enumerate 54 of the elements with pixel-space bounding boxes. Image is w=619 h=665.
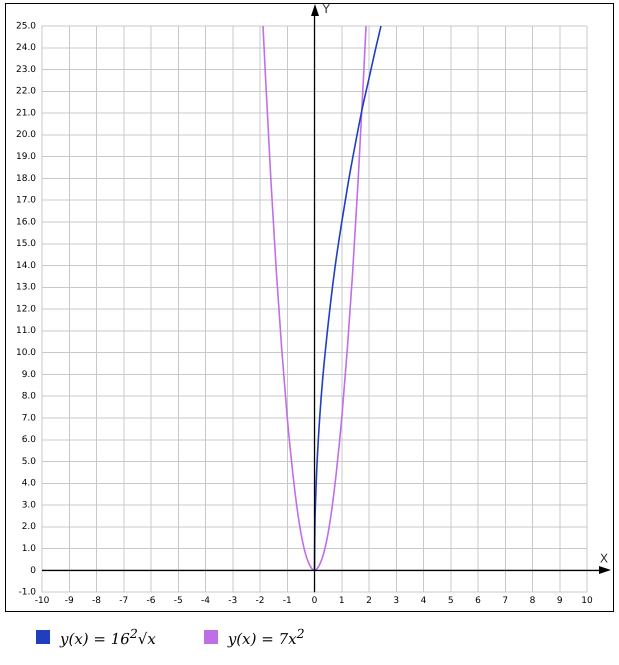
- x-tick-label: -1: [282, 596, 292, 606]
- x-tick-label: -7: [119, 596, 128, 606]
- x-tick-label: -10: [34, 596, 50, 606]
- x-tick-label: 8: [530, 596, 536, 606]
- x-tick-label: 0: [312, 596, 318, 606]
- x-tick-label: -5: [174, 596, 183, 606]
- y-tick-label: 0: [30, 566, 36, 576]
- x-tick-label: -3: [228, 596, 238, 606]
- y-tick-label: 7.0: [22, 413, 36, 424]
- y-tick-label: -1.0: [18, 588, 36, 598]
- y-tick-label: 14.0: [16, 260, 36, 271]
- y-tick-label: 5.0: [22, 456, 36, 467]
- x-tick-label: 7: [502, 596, 508, 606]
- x-tick-label: -8: [92, 596, 102, 606]
- x-tick-label: 2: [366, 596, 372, 606]
- x-axis-title: X: [600, 552, 608, 566]
- x-tick-label: -4: [201, 596, 210, 606]
- y-tick-label: 10.0: [16, 348, 36, 358]
- y-tick-label: 6.0: [22, 435, 36, 446]
- x-tick-label: 3: [393, 596, 400, 606]
- y-tick-label: 24.0: [16, 43, 36, 54]
- y-tick-label: 17.0: [16, 196, 36, 206]
- y-tick-label: 20.0: [16, 130, 36, 140]
- y-tick-label: 2.0: [22, 522, 36, 532]
- y-tick-label: 21.0: [16, 108, 36, 118]
- y-tick-label: 19.0: [16, 152, 36, 162]
- y-tick-label: 12.0: [16, 304, 36, 314]
- y-tick-label: 22.0: [16, 86, 36, 97]
- y-tick-label: 16.0: [16, 217, 36, 228]
- x-tick-label: 6: [475, 596, 482, 606]
- y-tick-label: 4.0: [22, 478, 36, 489]
- y-axis-title: Y: [322, 2, 331, 16]
- legend-label: y(x) = 16$^{2}$√x: [60, 626, 156, 648]
- y-tick-label: 15.0: [16, 239, 36, 250]
- y-tick-label: 13.0: [16, 282, 36, 293]
- x-tick-label: -6: [146, 596, 156, 606]
- y-tick-label: 3.0: [22, 500, 36, 510]
- x-tick-label: 10: [581, 596, 593, 606]
- x-tick-label: 5: [448, 596, 454, 606]
- y-tick-label: 25.0: [16, 21, 36, 32]
- line-series: [314, 26, 382, 572]
- x-tick-label: -9: [64, 596, 74, 606]
- line-series: [262, 26, 367, 572]
- y-tick-label: 9.0: [22, 370, 36, 380]
- y-tick-label: 11.0: [16, 326, 36, 336]
- x-tick-label: 1: [338, 596, 345, 606]
- x-tick-label: -2: [256, 596, 265, 606]
- y-tick-label: 18.0: [16, 174, 36, 184]
- y-tick-label: 8.0: [22, 392, 36, 402]
- y-tick-label: 1.0: [22, 544, 36, 554]
- x-tick-label: 9: [556, 596, 563, 606]
- y-tick-label: 23.0: [16, 64, 36, 75]
- legend-label: y(x) = 7x$^{2}$: [228, 626, 305, 648]
- x-tick-label: 4: [420, 596, 427, 606]
